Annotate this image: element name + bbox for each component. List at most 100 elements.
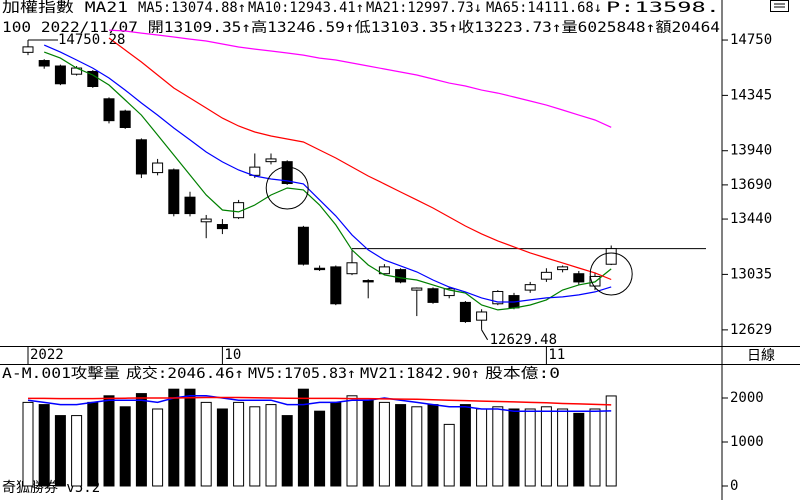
volume-bar — [459, 404, 471, 487]
mv-line — [28, 396, 612, 406]
annotation-leader — [481, 329, 489, 341]
price-title: 加權指數 MA21 — [2, 0, 128, 16]
volume-bar — [168, 388, 180, 487]
volume-bar — [557, 408, 569, 487]
y-tick-label: 1000 — [730, 434, 764, 450]
legend-entry: MA65:14111.68↓ — [486, 0, 602, 16]
candle-body — [330, 266, 342, 305]
legend-entry: MV21:1842.90↑ — [360, 366, 480, 382]
period-label[interactable]: 日線 — [747, 348, 775, 364]
volume-bar — [411, 406, 423, 487]
candle-body — [346, 262, 358, 275]
candle-body — [427, 288, 439, 303]
candle-body — [362, 280, 374, 283]
volume-bar — [38, 404, 50, 487]
volume-extra: 股本億:0 — [485, 366, 560, 382]
y-tick-label: 13940 — [730, 143, 772, 159]
highlight-circle — [265, 166, 309, 210]
candle-body — [184, 196, 196, 215]
volume-bar — [378, 401, 390, 487]
price-subtitle: 100 2022/11/07 開13109.35↑高13246.59↑低1310… — [2, 19, 720, 36]
volume-bar — [443, 423, 455, 487]
candle-body — [22, 46, 34, 53]
legend-entry: MA21:12997.73↓ — [366, 0, 482, 16]
volume-bar — [119, 406, 131, 487]
window-button[interactable] — [770, 0, 789, 12]
candle-body — [249, 166, 261, 176]
volume-bar — [249, 406, 261, 487]
legend-entry: MA5:13074.88↑ — [138, 0, 246, 16]
volume-bar — [22, 401, 34, 487]
volume-bar — [476, 408, 488, 487]
candle-body — [395, 269, 407, 283]
volume-title: A-M.001攻擊量 — [2, 365, 120, 382]
candle-body — [492, 290, 504, 305]
legend-entry: 成交:2046.46↑ — [126, 365, 244, 382]
high-annotation: 14750.28 — [58, 32, 125, 48]
candle-body — [54, 65, 66, 85]
legend-entry: MV5:1705.83↑ — [248, 366, 356, 382]
low-annotation: 12629.48 — [490, 332, 557, 348]
volume-bar — [233, 401, 245, 487]
volume-bar — [297, 388, 309, 487]
candle-body — [281, 161, 293, 185]
volume-bar — [395, 404, 407, 487]
candle-body — [605, 248, 617, 265]
candle-body — [119, 110, 131, 128]
candle-body — [216, 224, 228, 230]
y-tick-label: 14750 — [730, 32, 772, 48]
candle-body — [297, 226, 309, 265]
candle-body — [378, 266, 390, 275]
candle-body — [524, 284, 536, 291]
y-tick-label: 0 — [730, 478, 738, 494]
candle-body — [557, 266, 569, 271]
volume-bar — [427, 404, 439, 487]
volume-bar — [265, 404, 277, 487]
volume-bar — [281, 415, 293, 487]
volume-bar — [314, 410, 326, 487]
volume-bar — [589, 408, 601, 487]
ma-line — [108, 29, 612, 128]
y-tick-label: 13690 — [730, 177, 772, 193]
candle-body — [265, 158, 277, 163]
volume-bar — [135, 393, 147, 487]
candle-body — [459, 301, 471, 323]
volume-bar — [346, 395, 358, 487]
volume-bar — [362, 399, 374, 487]
ma-line — [43, 51, 612, 311]
volume-bar — [103, 395, 115, 487]
candle-body — [38, 60, 50, 67]
volume-bar — [200, 401, 212, 487]
volume-bar — [573, 412, 585, 487]
ma-line — [43, 44, 612, 303]
candle-body — [135, 139, 147, 175]
x-tick-label: 10 — [224, 347, 241, 363]
volume-bar — [330, 401, 342, 487]
candle-body — [152, 162, 164, 174]
brand: 奇狐勝券 v5.2 — [2, 479, 100, 496]
volume-bar — [216, 408, 228, 487]
candle-body — [540, 271, 552, 280]
candle-body — [314, 267, 326, 271]
volume-bar — [540, 406, 552, 487]
candle-body — [200, 218, 212, 223]
volume-bar — [524, 408, 536, 487]
y-tick-label: 13035 — [730, 266, 772, 282]
y-tick-label: 12629 — [730, 322, 772, 338]
y-tick-label: 13440 — [730, 211, 772, 227]
volume-bar — [87, 401, 99, 487]
volume-bar — [184, 388, 196, 487]
ma-line — [108, 37, 612, 281]
candle-body — [411, 287, 423, 291]
indicator: P:13598. — [606, 0, 720, 16]
volume-bar — [605, 395, 617, 487]
legend-entry: MA10:12943.41↑ — [248, 0, 364, 16]
x-tick-label: 11 — [548, 347, 565, 363]
candle-body — [476, 311, 488, 321]
candle-body — [573, 273, 585, 283]
volume-bar — [152, 408, 164, 487]
x-tick-label: 2022 — [30, 347, 64, 363]
candle-body — [103, 98, 115, 122]
y-tick-label: 2000 — [730, 390, 764, 406]
